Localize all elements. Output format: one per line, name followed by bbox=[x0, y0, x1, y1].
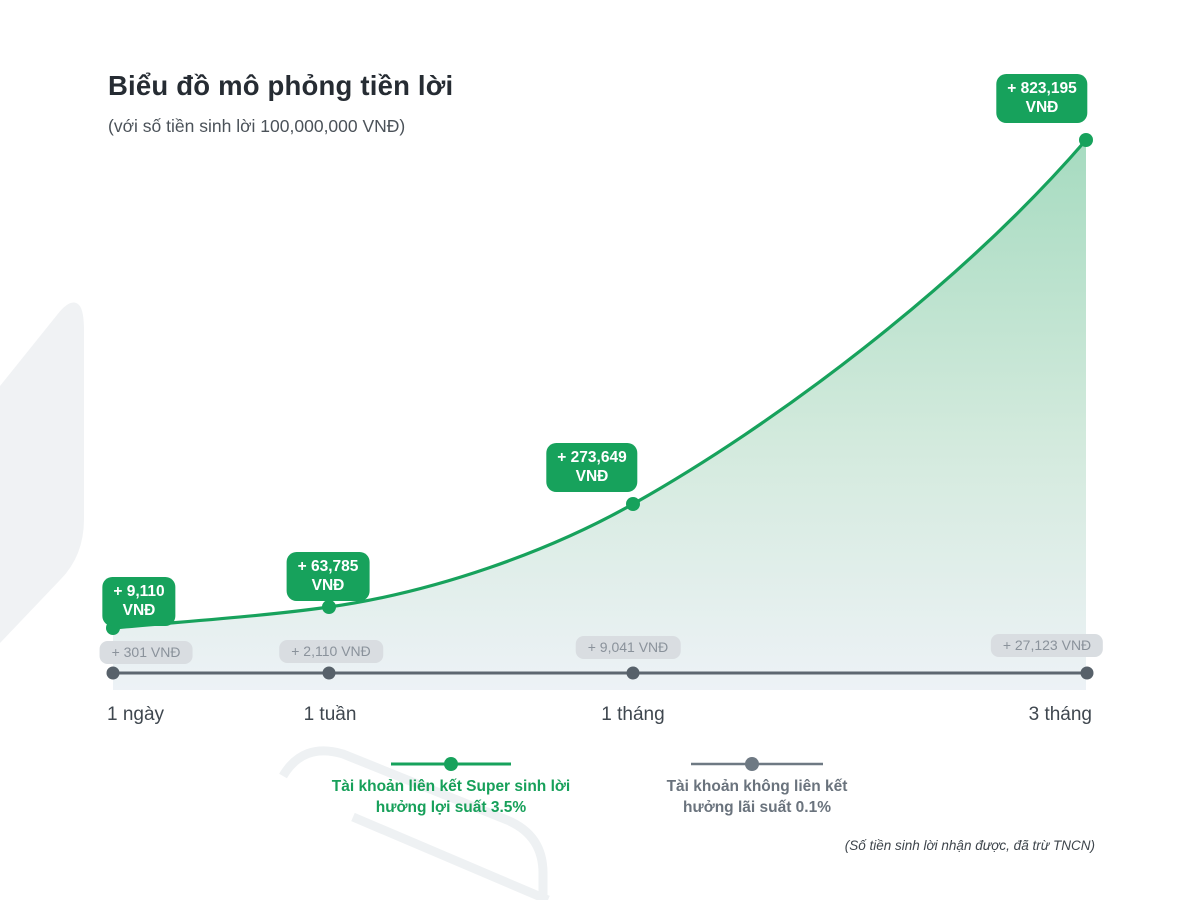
x-axis-label-1-ngay: 1 ngày bbox=[107, 704, 165, 725]
linked-point-1-tuan bbox=[322, 600, 336, 614]
value-badge-linked-3-thang: + 823,195 VNĐ bbox=[996, 74, 1088, 123]
badge-unit: VNĐ bbox=[311, 577, 345, 594]
page-subtitle: (với số tiền sinh lời 100,000,000 VNĐ) bbox=[108, 116, 406, 136]
badge-unit: VNĐ bbox=[122, 602, 156, 619]
decor-outline-bottom-inner bbox=[351, 812, 550, 900]
legend-label-line1: Tài khoản không liên kết bbox=[666, 778, 848, 795]
decor-outline-bottom bbox=[279, 746, 548, 900]
badge-amount: + 9,110 bbox=[113, 583, 165, 600]
legend-item-unlinked-account: Tài khoản không liên kết hưởng lãi suất … bbox=[592, 756, 922, 818]
unlinked-point-3-thang bbox=[1080, 666, 1094, 680]
linked-point-1-thang bbox=[626, 497, 640, 511]
x-axis-label-1-thang: 1 tháng bbox=[601, 704, 665, 725]
x-axis-label-3-thang: 3 tháng bbox=[1028, 704, 1092, 725]
legend-label-line2: hưởng lợi suất 3.5% bbox=[375, 799, 527, 816]
value-badge-linked-1-thang: + 273,649 VNĐ bbox=[546, 443, 638, 492]
legend-label-line2: hưởng lãi suất 0.1% bbox=[683, 799, 831, 816]
badge-unit: VNĐ bbox=[1025, 99, 1059, 116]
badge-amount: + 823,195 bbox=[1007, 80, 1077, 97]
badge-amount: + 63,785 bbox=[297, 558, 359, 575]
series-linked-line bbox=[112, 138, 1088, 630]
page-title: Biểu đồ mô phỏng tiền lời bbox=[108, 70, 454, 101]
unlinked-point-1-ngay bbox=[106, 666, 120, 680]
value-pill-unlinked-3-thang: + 27,123 VNĐ bbox=[990, 634, 1104, 657]
x-axis-label-1-tuan: 1 tuần bbox=[303, 704, 357, 725]
decor-leaf-left bbox=[0, 302, 84, 643]
value-pill-unlinked-1-ngay: + 301 VNĐ bbox=[99, 641, 193, 664]
unlinked-point-1-tuan bbox=[322, 666, 336, 680]
legend-label-line1: Tài khoản liên kết Super sinh lời bbox=[331, 778, 571, 795]
legend-item-linked-account: Tài khoản liên kết Super sinh lời hưởng … bbox=[286, 756, 616, 818]
legend-marker-gray-line-icon bbox=[691, 757, 823, 771]
linked-point-3-thang bbox=[1079, 133, 1093, 147]
value-badge-linked-1-tuan: + 63,785 VNĐ bbox=[286, 552, 370, 601]
badge-amount: + 273,649 bbox=[557, 449, 627, 466]
value-pill-unlinked-1-tuan: + 2,110 VNĐ bbox=[279, 640, 383, 663]
value-badge-linked-1-ngay: + 9,110 VNĐ bbox=[102, 577, 176, 626]
value-pill-unlinked-1-thang: + 9,041 VNĐ bbox=[575, 636, 681, 659]
series-linked-area bbox=[113, 140, 1086, 690]
legend-marker-green-line-icon bbox=[391, 757, 511, 771]
unlinked-point-1-thang bbox=[626, 666, 640, 680]
badge-unit: VNĐ bbox=[575, 468, 609, 485]
footnote: (Số tiền sinh lời nhận được, đã trừ TNCN… bbox=[844, 838, 1095, 853]
